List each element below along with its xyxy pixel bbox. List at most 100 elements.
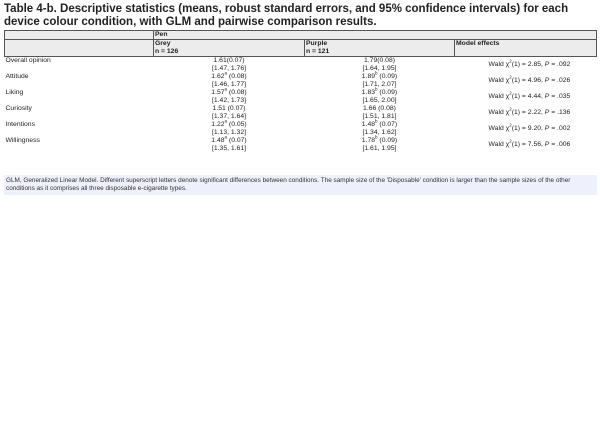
superscript: 2 <box>509 74 512 80</box>
cell-model-effect: Wald χ2(1) = 7.56, P = .006 <box>455 137 597 153</box>
superscript: 2 <box>509 122 512 128</box>
header-empty <box>4 30 154 40</box>
std-error: (0.07) <box>226 57 245 64</box>
cell-purple: 1.83b (0.09) [1.65, 2.00] <box>305 86 455 105</box>
table-footnote: GLM, Generalized Linear Model. Different… <box>4 175 597 195</box>
cell-grey: 1.22a (0.05) [1.13, 1.32] <box>154 118 305 137</box>
header-empty <box>4 39 154 57</box>
cell-purple: 1.78b (0.09) [1.61, 1.95] <box>305 134 455 153</box>
header-model-effects: Model effects <box>454 39 597 57</box>
mean: 1.62 <box>211 73 225 80</box>
std-error: (0.08) <box>377 57 395 64</box>
cell-grey: 1.48a (0.07) [1.35, 1.61] <box>154 134 305 153</box>
p-value: = .002 <box>549 125 571 132</box>
p-symbol: P <box>544 109 550 116</box>
cell-model-effect: Wald χ2(1) = 4.44, P = .035 <box>455 89 597 105</box>
mean: 1.83 <box>361 89 376 96</box>
p-value: = .006 <box>549 141 571 148</box>
std-error: (0.09) <box>377 137 398 144</box>
row-label: Willingness <box>5 137 40 144</box>
row-label: Curiosity <box>5 105 32 112</box>
header-purple-n: n = 121 <box>306 48 330 55</box>
wald-chi: Wald χ <box>488 93 510 100</box>
confidence-interval: [1.65, 2.00] <box>362 97 397 104</box>
row-label: Overall opinion <box>5 57 51 64</box>
confidence-interval: [1.71, 2.07] <box>362 81 397 88</box>
statistic: (1) = 2.85, <box>511 61 545 68</box>
std-error: (0.08) <box>376 105 396 112</box>
cell-grey: 1.51 (0.07) [1.37, 1.64] <box>154 105 305 121</box>
cell-model-effect: Wald χ2(1) = 2.22, P = .136 <box>455 105 597 121</box>
wald-chi: Wald χ <box>488 141 510 148</box>
cell-purple: 1.48b (0.07) [1.34, 1.62] <box>305 118 455 137</box>
confidence-interval: [1.46, 1.77] <box>211 81 246 88</box>
superscript: 2 <box>509 58 512 64</box>
p-symbol: P <box>544 125 550 132</box>
mean: 1.57 <box>211 89 225 96</box>
table-row: Liking 1.57a (0.08) [1.42, 1.73] 1.83b (0.0… <box>5 86 597 105</box>
table-row: Willingness 1.48a (0.07) [1.35, 1.61] 1.78b… <box>5 134 597 153</box>
mean: 1.78 <box>361 137 376 144</box>
cell-purple: 1.89b (0.09) [1.71, 2.07] <box>305 70 455 89</box>
mean: 1.89 <box>361 73 376 80</box>
superscript: b <box>375 134 378 140</box>
confidence-interval: [1.51, 1.81] <box>362 113 397 120</box>
superscript: a <box>224 118 228 124</box>
statistic: (1) = 4.44, <box>511 93 545 100</box>
wald-chi: Wald χ <box>488 125 510 132</box>
std-error: (0.07) <box>377 121 398 128</box>
row-label: Liking <box>5 89 24 96</box>
std-error: (0.08) <box>227 89 247 96</box>
std-error: (0.09) <box>377 89 398 96</box>
superscript: a <box>224 86 228 92</box>
table-row: Overall opinion 1.61(0.07) [1.47, 1.76] 1.7… <box>5 57 597 74</box>
std-error: (0.07) <box>227 137 247 144</box>
mean: 1.79 <box>364 57 378 64</box>
superscript: 2 <box>509 138 512 144</box>
confidence-interval: [1.35, 1.61] <box>211 145 246 152</box>
confidence-interval: [1.13, 1.32] <box>211 129 246 136</box>
wald-chi: Wald χ <box>488 77 510 84</box>
header-purple-label: Purple <box>306 40 328 47</box>
statistic: (1) = 4.96, <box>511 77 545 84</box>
header-grey: Grey n = 126 <box>153 39 305 57</box>
p-value: = .026 <box>549 77 571 84</box>
statistic: (1) = 7.56, <box>511 141 545 148</box>
mean: 1.48 <box>211 137 225 144</box>
std-error: (0.05) <box>227 121 247 128</box>
header-grey-n: n = 126 <box>155 48 179 55</box>
superscript: b <box>375 70 378 76</box>
superscript: a <box>224 70 228 76</box>
wald-chi: Wald χ <box>488 61 510 68</box>
std-error: (0.07) <box>225 105 246 112</box>
wald-chi: Wald χ <box>488 109 510 116</box>
p-symbol: P <box>544 61 550 68</box>
cell-grey: 1.61(0.07) [1.47, 1.76] <box>154 57 305 74</box>
mean: 1.66 <box>363 105 377 112</box>
p-value: = .136 <box>549 109 571 116</box>
table-row: Intentions 1.22a (0.05) [1.13, 1.32] 1.48b … <box>5 118 597 137</box>
confidence-interval: [1.47, 1.76] <box>211 65 246 72</box>
p-value: = .035 <box>549 93 571 100</box>
mean: 1.51 <box>212 105 226 112</box>
p-symbol: P <box>544 141 550 148</box>
mean: 1.48 <box>361 121 376 128</box>
std-error: (0.08) <box>227 73 247 80</box>
row-label: Intentions <box>5 121 35 128</box>
confidence-interval: [1.61, 1.95] <box>362 145 397 152</box>
p-symbol: P <box>544 77 550 84</box>
superscript: b <box>375 118 378 124</box>
table-row: Attitude 1.62a (0.08) [1.46, 1.77] 1.89b (0… <box>5 70 597 89</box>
superscript: a <box>224 134 228 140</box>
cell-grey: 1.57a (0.08) [1.42, 1.73] <box>154 86 305 105</box>
superscript: b <box>375 86 378 92</box>
cell-grey: 1.62a (0.08) [1.46, 1.77] <box>154 70 305 89</box>
cell-model-effect: Wald χ2(1) = 4.96, P = .026 <box>455 73 597 89</box>
header-row-group: Pen <box>4 30 597 40</box>
p-symbol: P <box>544 93 550 100</box>
row-label: Attitude <box>5 73 29 80</box>
cell-purple: 1.66 (0.08) [1.51, 1.81] <box>305 105 455 121</box>
statistic: (1) = 9.20, <box>511 125 545 132</box>
mean: 1.61 <box>213 57 227 64</box>
confidence-interval: [1.42, 1.73] <box>211 97 246 104</box>
